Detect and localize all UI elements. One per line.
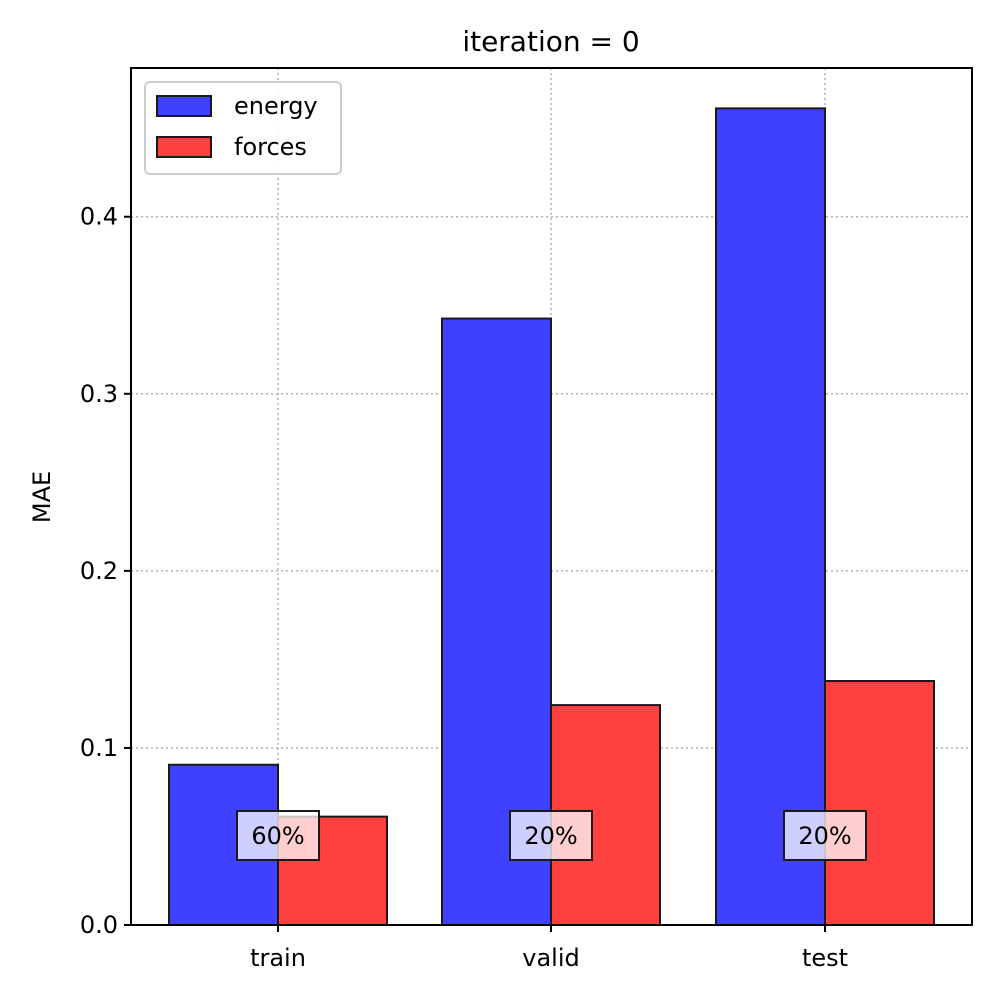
legend-swatch-energy [156,95,212,117]
y-tick-label: 0.3 [80,380,118,408]
x-tick-label-test: test [802,944,848,972]
x-tick-label-train: train [250,944,306,972]
legend: energy forces [144,81,342,175]
y-tick-label: 0.0 [80,911,118,939]
bar-forces-test [824,680,935,926]
bar-energy-test [715,107,826,926]
y-axis-label: MAE [28,471,56,523]
legend-label-forces: forces [234,133,307,161]
y-tick-label: 0.4 [80,203,118,231]
category-share-labels: 60% 20% 20% [236,810,867,861]
share-label: 20% [798,822,851,850]
bars [168,107,935,927]
chart-title: iteration = 0 [462,25,639,58]
share-label: 60% [251,822,304,850]
legend-label-energy: energy [234,92,318,120]
legend-swatch-forces [156,136,212,158]
ticks: 0.0 0.1 0.2 0.3 0.4 train valid test [80,203,848,972]
share-label-box [783,810,867,861]
y-tick-label: 0.1 [80,734,118,762]
share-label-box [236,810,320,861]
share-label: 20% [524,822,577,850]
y-tick-label: 0.2 [80,557,118,585]
x-tick-label-valid: valid [522,944,579,972]
share-label-box [509,810,593,861]
